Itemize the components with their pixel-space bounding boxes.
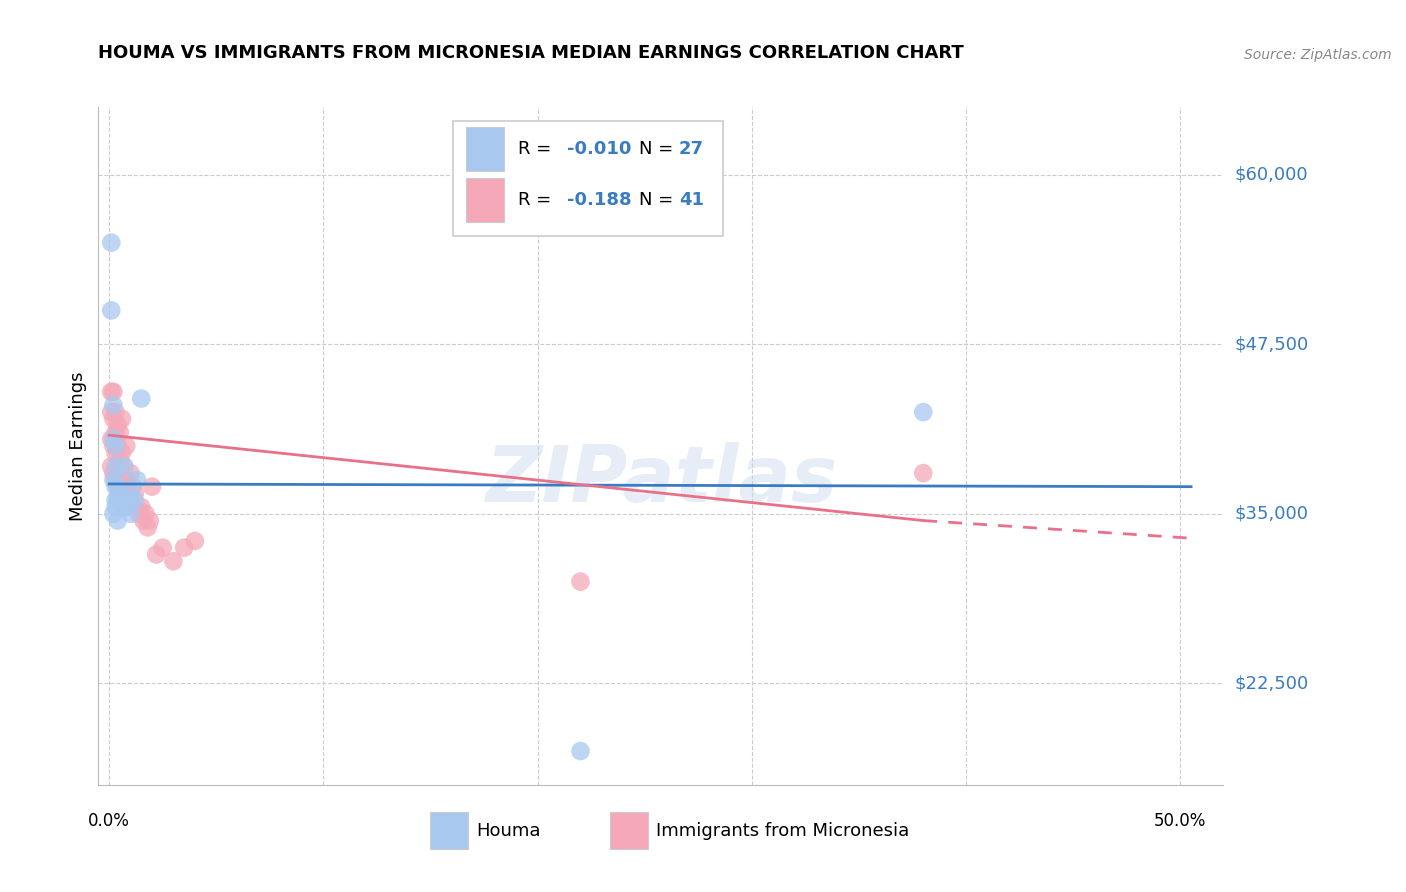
- Point: [100, 303, 122, 318]
- Text: R =: R =: [517, 191, 557, 210]
- Point: [152, 541, 174, 555]
- Point: [120, 486, 142, 500]
- Point: [107, 439, 129, 453]
- Point: [104, 493, 127, 508]
- Point: [103, 412, 125, 426]
- Text: $22,500: $22,500: [1234, 674, 1309, 692]
- Point: [173, 541, 195, 555]
- Point: [104, 439, 127, 453]
- FancyBboxPatch shape: [467, 178, 505, 222]
- Point: [117, 480, 139, 494]
- Point: [107, 418, 129, 433]
- Text: 50.0%: 50.0%: [1154, 812, 1206, 830]
- FancyBboxPatch shape: [453, 120, 723, 235]
- Point: [104, 459, 127, 474]
- Point: [136, 520, 159, 534]
- Text: -0.010: -0.010: [568, 140, 631, 159]
- Text: 27: 27: [679, 140, 704, 159]
- Point: [103, 439, 125, 453]
- Point: [100, 384, 122, 399]
- Text: Source: ZipAtlas.com: Source: ZipAtlas.com: [1244, 48, 1392, 62]
- Point: [125, 500, 148, 514]
- Point: [103, 432, 125, 446]
- Point: [569, 744, 592, 758]
- Point: [104, 405, 127, 419]
- Point: [104, 500, 127, 514]
- Text: 0.0%: 0.0%: [89, 812, 131, 830]
- Text: ZIPatlas: ZIPatlas: [485, 442, 837, 518]
- Point: [124, 493, 146, 508]
- Point: [100, 405, 122, 419]
- Point: [107, 493, 129, 508]
- Point: [104, 446, 127, 460]
- Point: [124, 486, 146, 500]
- Point: [145, 548, 167, 562]
- Text: HOUMA VS IMMIGRANTS FROM MICRONESIA MEDIAN EARNINGS CORRELATION CHART: HOUMA VS IMMIGRANTS FROM MICRONESIA MEDI…: [98, 45, 965, 62]
- FancyBboxPatch shape: [430, 812, 468, 849]
- Point: [141, 480, 163, 494]
- Text: -0.188: -0.188: [568, 191, 633, 210]
- Point: [132, 514, 155, 528]
- Point: [111, 412, 134, 426]
- Point: [129, 392, 152, 406]
- Point: [135, 507, 157, 521]
- Point: [104, 480, 127, 494]
- Point: [107, 514, 129, 528]
- Text: $60,000: $60,000: [1234, 166, 1308, 184]
- Point: [108, 452, 131, 467]
- Point: [104, 473, 127, 487]
- Point: [129, 500, 152, 514]
- Point: [108, 425, 131, 440]
- Point: [139, 514, 162, 528]
- Point: [108, 486, 131, 500]
- Point: [115, 500, 138, 514]
- Point: [125, 473, 148, 487]
- Point: [103, 507, 125, 521]
- FancyBboxPatch shape: [610, 812, 648, 849]
- Point: [162, 554, 184, 568]
- Point: [107, 480, 129, 494]
- Point: [120, 507, 142, 521]
- FancyBboxPatch shape: [467, 128, 505, 171]
- Point: [100, 459, 122, 474]
- Point: [103, 473, 125, 487]
- Point: [103, 384, 125, 399]
- Text: $35,000: $35,000: [1234, 505, 1309, 523]
- Point: [128, 507, 150, 521]
- Point: [100, 235, 122, 250]
- Text: 41: 41: [679, 191, 704, 210]
- Point: [104, 425, 127, 440]
- Text: N =: N =: [640, 140, 679, 159]
- Y-axis label: Median Earnings: Median Earnings: [69, 371, 87, 521]
- Point: [184, 533, 207, 548]
- Point: [108, 493, 131, 508]
- Point: [112, 459, 135, 474]
- Point: [111, 500, 134, 514]
- Point: [103, 398, 125, 412]
- Point: [111, 446, 134, 460]
- Text: N =: N =: [640, 191, 679, 210]
- Point: [569, 574, 592, 589]
- Point: [107, 480, 129, 494]
- Text: $47,500: $47,500: [1234, 335, 1309, 353]
- Point: [103, 466, 125, 480]
- Point: [117, 493, 139, 508]
- Point: [112, 459, 135, 474]
- Point: [115, 439, 138, 453]
- Point: [121, 480, 143, 494]
- Point: [115, 473, 138, 487]
- Text: Immigrants from Micronesia: Immigrants from Micronesia: [657, 822, 910, 840]
- Point: [120, 466, 142, 480]
- Text: Houma: Houma: [477, 822, 541, 840]
- Text: R =: R =: [517, 140, 557, 159]
- Point: [100, 432, 122, 446]
- Point: [912, 466, 935, 480]
- Point: [912, 405, 935, 419]
